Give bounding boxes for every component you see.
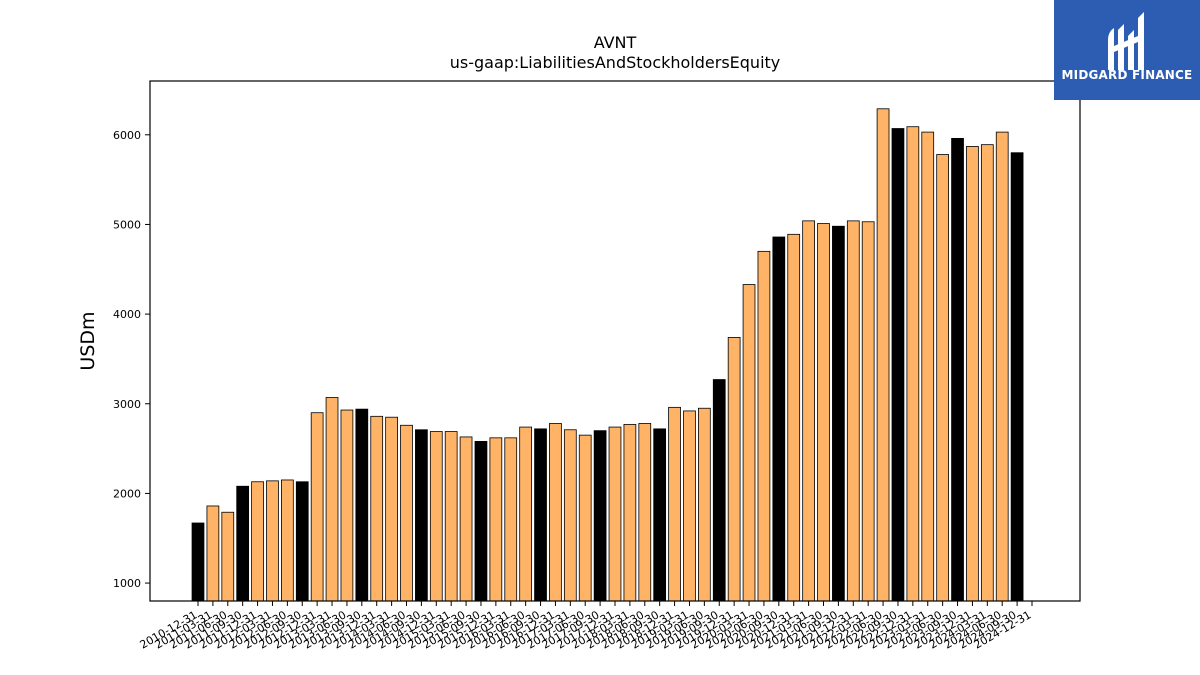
bar-2013-09-30 (355, 408, 369, 602)
y-tick-label: 2000 (113, 487, 141, 500)
bar-2013-12-31 (370, 415, 384, 602)
bar-2016-09-30 (534, 428, 547, 602)
bar-2011-03-31 (206, 505, 220, 602)
bar-2017-06-30 (578, 434, 592, 602)
bar-2016-06-30 (519, 426, 533, 602)
bar-2014-06-30 (400, 424, 413, 602)
y-axis: 1000 2000 3000 4000 5000 6000 (113, 129, 150, 590)
bar-2012-09-30 (295, 481, 309, 602)
y-tick-label: 6000 (113, 129, 141, 142)
bar-2016-03-31 (504, 437, 518, 602)
bar-2014-12-31 (429, 431, 443, 602)
bar-2023-06-30 (936, 154, 950, 602)
bar-2017-09-30 (593, 430, 607, 602)
bars-group (191, 108, 1024, 602)
bar-2023-12-31 (966, 146, 979, 602)
bar-2015-09-30 (474, 441, 488, 602)
bar-2011-09-30 (236, 485, 250, 602)
bar-2011-12-31 (251, 481, 264, 602)
bar-2015-03-31 (444, 431, 458, 602)
y-tick-label: 3000 (113, 398, 141, 411)
x-axis: 2010-12-312011-03-312011-06-302011-09-30… (138, 601, 1034, 652)
midgard-logo-icon (1108, 12, 1144, 70)
bar-2018-12-31 (668, 406, 681, 602)
bar-2014-03-31 (385, 416, 398, 602)
bar-2018-06-30 (638, 423, 652, 602)
bar-2014-09-30 (415, 429, 428, 602)
bar-2018-09-30 (653, 428, 667, 602)
bar-2017-12-31 (608, 426, 622, 602)
bar-2020-12-31 (787, 233, 801, 602)
y-tick-label: 4000 (113, 308, 141, 321)
bar-2021-06-30 (817, 223, 830, 602)
bar-2019-12-31 (727, 337, 741, 602)
bar-2022-03-31 (861, 221, 875, 602)
brand-name: MIDGARD FINANCE (1061, 68, 1193, 82)
y-tick-label: 1000 (113, 577, 141, 590)
bar-2021-03-31 (802, 220, 815, 602)
bar-2022-06-30 (876, 108, 890, 602)
chart-subtitle: us-gaap:LiabilitiesAndStockholdersEquity (450, 53, 781, 72)
y-axis-label: USDm (77, 311, 99, 370)
bar-2019-06-30 (698, 407, 711, 602)
bar-2023-03-31 (921, 131, 935, 602)
bar-2020-09-30 (772, 236, 786, 602)
bar-2011-06-30 (221, 511, 235, 602)
bar-2013-06-30 (340, 409, 354, 602)
bar-2012-06-30 (280, 479, 294, 602)
bar-2018-03-31 (623, 423, 637, 602)
bar-2012-12-31 (310, 412, 324, 602)
bar-2023-09-30 (951, 137, 964, 602)
bar-2024-06-30 (995, 131, 1009, 602)
bar-2021-12-31 (846, 220, 860, 602)
y-tick-label: 5000 (113, 218, 141, 231)
bar-2017-03-31 (563, 429, 577, 602)
bar-2024-03-31 (980, 144, 994, 602)
bar-2015-12-31 (489, 437, 503, 602)
bar-2013-03-31 (325, 397, 339, 602)
chart-title: AVNT (594, 33, 637, 52)
bar-2021-09-30 (832, 225, 845, 602)
bar-2022-09-30 (891, 128, 905, 602)
bar-2016-12-31 (549, 423, 562, 602)
bar-2024-09-30 (1010, 152, 1024, 602)
bar-2015-06-30 (459, 436, 473, 602)
bar-2010-12-31 (191, 522, 205, 602)
bar-2022-12-31 (906, 126, 920, 602)
bar-2012-03-31 (266, 480, 279, 602)
bar-2020-06-30 (757, 250, 771, 602)
brand-logo: MIDGARD FINANCE (1054, 0, 1200, 100)
bar-2019-03-31 (683, 410, 696, 602)
bar-2019-09-30 (712, 379, 726, 602)
plot-frame (149, 80, 1081, 602)
bar-2020-03-31 (742, 284, 756, 602)
